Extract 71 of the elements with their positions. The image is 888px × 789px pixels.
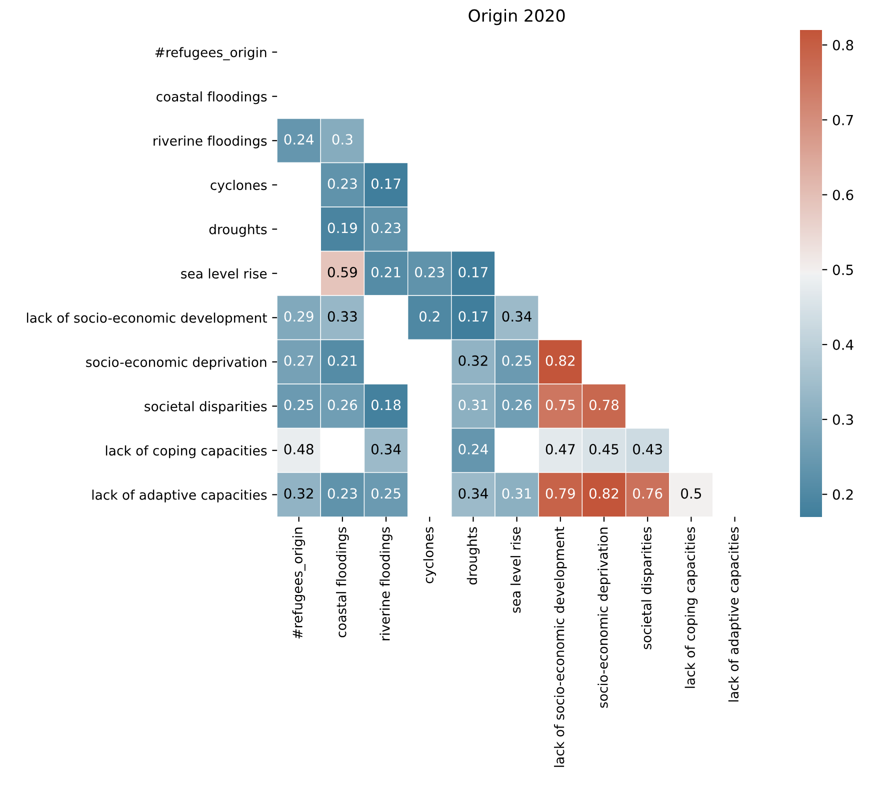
data-label: 0.25 bbox=[502, 355, 532, 366]
data-label: 0.21 bbox=[328, 355, 357, 366]
data-label: 0.17 bbox=[458, 266, 488, 278]
color-bar-label: 0.4 bbox=[832, 340, 854, 350]
data-label: 0.31 bbox=[458, 400, 488, 410]
y-tick-label: societal disparities bbox=[144, 401, 267, 414]
data-label: 0.26 bbox=[502, 400, 532, 410]
y-tick-label: droughts bbox=[209, 224, 267, 237]
data-label: 0.23 bbox=[415, 266, 444, 278]
data-label: 0.31 bbox=[502, 488, 531, 499]
y-tick-label: riverine floodings bbox=[154, 136, 267, 148]
y-tick-label: lack of coping capacities bbox=[106, 445, 267, 458]
x-tick-label: sea level rise bbox=[510, 527, 521, 613]
color-bar-label: 0.2 bbox=[832, 489, 853, 500]
data-label: 0.29 bbox=[284, 311, 314, 322]
data-label: 0.17 bbox=[458, 311, 488, 322]
x-tick-label: droughts bbox=[466, 527, 480, 585]
color-bar-label: 0.6 bbox=[832, 190, 854, 200]
data-label: 0.43 bbox=[633, 444, 662, 454]
data-label: 0.34 bbox=[371, 444, 401, 454]
x-tick-label: socio-economic deprivation bbox=[598, 528, 610, 708]
y-tick-label: #refugees_origin bbox=[155, 47, 266, 60]
data-label: 0.3 bbox=[332, 134, 352, 145]
data-label: 0.32 bbox=[458, 355, 488, 366]
y-tick-label: coastal floodings bbox=[156, 91, 267, 104]
color-bar-label: 0.7 bbox=[832, 114, 853, 126]
x-tick-label: lack of coping capacities bbox=[684, 527, 698, 688]
data-label: 0.82 bbox=[589, 488, 618, 499]
data-label: 0.24 bbox=[458, 444, 488, 454]
data-label: 0.23 bbox=[328, 178, 357, 189]
x-tick-label: riverine floodings bbox=[380, 527, 392, 640]
data-label: 0.23 bbox=[328, 488, 357, 499]
y-tick-label: socio-economic deprivation bbox=[86, 356, 266, 370]
data-label: 0.25 bbox=[284, 400, 314, 410]
data-label: 0.59 bbox=[328, 266, 357, 278]
data-label: 0.23 bbox=[371, 222, 400, 234]
y-tick-label: cyclones bbox=[210, 180, 267, 193]
data-label: 0.2 bbox=[420, 311, 440, 322]
data-label: 0.27 bbox=[284, 355, 314, 366]
data-label: 0.82 bbox=[546, 355, 574, 366]
y-tick-label: sea level rise bbox=[181, 268, 267, 279]
x-tick-label: societal disparities bbox=[641, 527, 654, 650]
data-label: 0.76 bbox=[633, 488, 662, 499]
x-tick-label: lack of socio-economic development bbox=[554, 526, 567, 767]
x-tick-label: cyclones bbox=[423, 527, 436, 584]
data-label: 0.32 bbox=[284, 488, 313, 499]
x-tick-label: lack of adaptive capacities bbox=[728, 527, 742, 702]
data-label: 0.34 bbox=[458, 488, 488, 499]
data-label: 0.45 bbox=[589, 444, 618, 454]
data-label: 0.79 bbox=[546, 488, 575, 499]
data-label: 0.75 bbox=[546, 400, 575, 410]
data-label: 0.5 bbox=[681, 488, 702, 499]
data-label: 0.26 bbox=[328, 400, 358, 410]
data-label: 0.25 bbox=[371, 488, 400, 499]
data-label: 0.24 bbox=[284, 134, 314, 145]
color-bar-label: 0.5 bbox=[832, 264, 853, 276]
data-label: 0.48 bbox=[284, 444, 314, 454]
color-bar-label: 0.3 bbox=[832, 414, 853, 425]
data-label: 0.17 bbox=[371, 178, 400, 189]
data-label: 0.18 bbox=[371, 400, 401, 410]
color-bar-label: 0.8 bbox=[832, 40, 854, 50]
data-label: 0.47 bbox=[546, 444, 575, 454]
data-label: 0.78 bbox=[589, 400, 619, 410]
data-label: 0.21 bbox=[371, 266, 400, 278]
data-label: 0.19 bbox=[328, 222, 357, 234]
data-label: 0.34 bbox=[502, 311, 532, 322]
data-label: 0.33 bbox=[328, 311, 357, 322]
y-tick-label: lack of adaptive capacities bbox=[92, 490, 267, 502]
y-tick-label: lack of socio-economic development bbox=[26, 312, 268, 326]
chart-title: Origin 2020 bbox=[468, 8, 565, 26]
x-tick-label: coastal floodings bbox=[336, 527, 349, 638]
